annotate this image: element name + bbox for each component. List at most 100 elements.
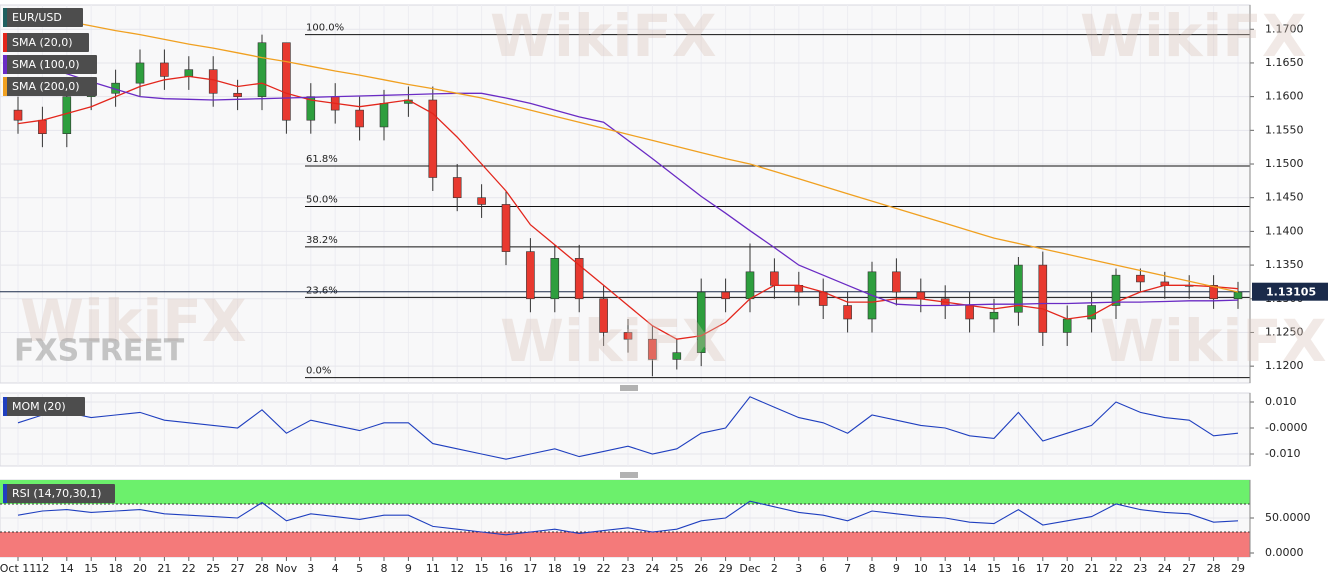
x-tick-label: 25 — [206, 562, 220, 575]
x-tick-label: 29 — [1231, 562, 1245, 575]
candle-body — [721, 291, 730, 300]
candle-body — [1111, 274, 1121, 306]
watermark: WikiFX — [1100, 307, 1327, 375]
y-tick-label: -0.0000 — [1265, 421, 1307, 434]
x-tick-label: 21 — [157, 562, 171, 575]
candle-body — [306, 96, 316, 121]
x-tick-label: 16 — [1011, 562, 1025, 575]
y-tick-label: 1.1400 — [1265, 224, 1304, 237]
x-tick-label: 16 — [499, 562, 513, 575]
x-tick-label: 23 — [1133, 562, 1147, 575]
candle-body — [1136, 274, 1145, 283]
x-tick-label: 7 — [844, 562, 851, 575]
candle-body — [452, 177, 462, 199]
x-tick-label: Nov — [276, 562, 298, 575]
x-tick-label: 17 — [523, 562, 537, 575]
x-tick-label: 11 — [426, 562, 440, 575]
legend-box — [3, 8, 83, 27]
x-tick-label: 24 — [645, 562, 659, 575]
x-tick-label: 22 — [182, 562, 196, 575]
x-tick-label: 8 — [381, 562, 388, 575]
x-tick-label: 19 — [572, 562, 586, 575]
x-tick-label: 24 — [1158, 562, 1172, 575]
y-tick-label: 1.1700 — [1265, 22, 1304, 35]
fib-label: 61.8% — [306, 154, 338, 165]
x-tick-label: 25 — [670, 562, 684, 575]
watermark: WikiFX — [20, 287, 247, 355]
x-tick-label: 5 — [356, 562, 363, 575]
y-tick-label: 1.1500 — [1265, 157, 1304, 170]
legend-label: MOM (20) — [12, 400, 66, 413]
series-line — [17, 11, 1239, 293]
candle-body — [1038, 264, 1048, 333]
y-tick-label: 0.010 — [1265, 395, 1297, 408]
y-tick-label: 1.1350 — [1265, 258, 1304, 271]
candle-body — [648, 338, 657, 360]
fib-label: 50.0% — [306, 194, 338, 205]
x-tick-label: 21 — [1085, 562, 1099, 575]
y-tick-label: 1.1450 — [1265, 191, 1304, 204]
candle-body — [257, 42, 267, 97]
candle-body — [62, 96, 72, 134]
candle-body — [208, 69, 218, 94]
candle-body — [892, 271, 901, 293]
x-tick-label: 12 — [35, 562, 49, 575]
legend-swatch — [3, 77, 7, 96]
candle-body — [428, 99, 438, 178]
fib-label: 0.0% — [306, 366, 331, 377]
candle-body — [1233, 291, 1243, 300]
legend-swatch — [3, 8, 7, 27]
legend-swatch — [3, 55, 7, 74]
x-tick-label: 12 — [450, 562, 464, 575]
legend-box — [3, 397, 85, 416]
candle-body — [843, 305, 852, 320]
x-tick-label: 14 — [60, 562, 74, 575]
watermark: FXSTREET — [14, 334, 185, 369]
price-tag-label: 1.13105 — [1266, 286, 1316, 299]
x-tick-label: 22 — [597, 562, 611, 575]
y-tick-label: 0.0000 — [1265, 546, 1304, 559]
candle-body — [965, 305, 974, 320]
x-tick-label: 3 — [795, 562, 802, 575]
fib-label: 38.2% — [306, 235, 338, 246]
x-tick-label: 3 — [307, 562, 314, 575]
candle-body — [135, 62, 145, 84]
panel-handle[interactable] — [620, 472, 638, 478]
candle-body — [550, 258, 560, 300]
watermark: WikiFX — [500, 307, 727, 375]
x-tick-label: 9 — [893, 562, 900, 575]
x-tick-label: 26 — [694, 562, 708, 575]
x-tick-label: 20 — [1060, 562, 1074, 575]
candle-body — [1087, 305, 1096, 320]
panel-handle[interactable] — [620, 385, 638, 391]
candle-body — [1209, 284, 1218, 300]
candle-body — [233, 92, 242, 97]
legend-box — [3, 484, 115, 503]
candle-body — [1014, 264, 1023, 313]
x-tick-label: 28 — [255, 562, 269, 575]
y-tick-label: 1.1650 — [1265, 56, 1304, 69]
series-line — [17, 396, 1239, 460]
x-tick-label: 27 — [231, 562, 245, 575]
x-tick-label: Dec — [739, 562, 760, 575]
x-tick-label: 8 — [869, 562, 876, 575]
candle-body — [599, 298, 608, 333]
candle-body — [501, 204, 511, 252]
candle-body — [574, 258, 584, 300]
x-tick-label: 15 — [84, 562, 98, 575]
y-tick-label: 50.0000 — [1265, 511, 1311, 524]
x-tick-label: 15 — [475, 562, 489, 575]
candle-body — [13, 109, 23, 121]
candle-body — [818, 291, 828, 306]
x-tick-label: 17 — [1036, 562, 1050, 575]
series-line — [17, 58, 1239, 307]
candle-body — [38, 119, 47, 134]
x-tick-label: 2 — [771, 562, 778, 575]
candle-body — [1062, 318, 1072, 333]
x-tick-label: 18 — [548, 562, 562, 575]
x-tick-label: 9 — [405, 562, 412, 575]
legend-label: EUR/USD — [12, 11, 62, 24]
y-tick-label: 1.1200 — [1265, 359, 1304, 372]
x-tick-label: 27 — [1182, 562, 1196, 575]
y-tick-label: -0.010 — [1265, 447, 1300, 460]
